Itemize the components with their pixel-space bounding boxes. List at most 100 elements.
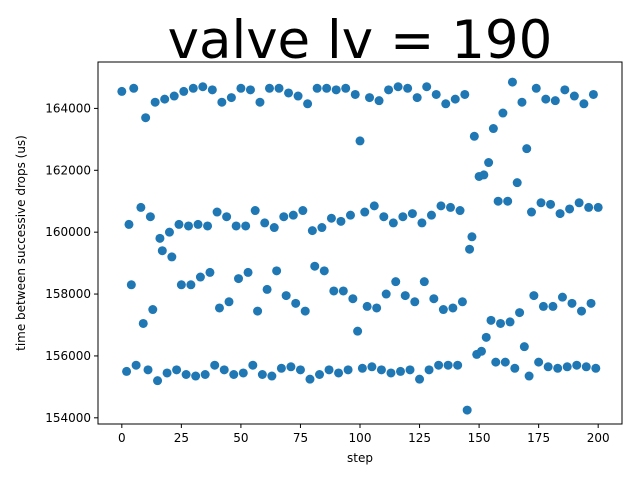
data-point: [205, 267, 215, 277]
data-point: [350, 89, 360, 99]
data-point: [286, 362, 296, 372]
data-point: [148, 305, 158, 315]
data-point: [274, 83, 284, 93]
data-point: [584, 202, 594, 212]
data-point: [345, 210, 355, 220]
data-point: [457, 297, 467, 307]
data-point: [434, 360, 444, 370]
x-axis: 0 25 50 75 100 125 150 175 200: [118, 424, 610, 445]
data-point: [405, 365, 415, 375]
data-point: [155, 233, 165, 243]
data-point: [307, 226, 317, 236]
data-point: [367, 362, 377, 372]
x-tick-label: 0: [118, 431, 126, 445]
y-tick-label: 156000: [45, 349, 91, 363]
data-point: [550, 96, 560, 106]
x-tick-label: 25: [174, 431, 189, 445]
data-point: [529, 291, 539, 301]
data-point: [269, 223, 279, 233]
data-point: [162, 368, 172, 378]
data-point: [291, 298, 301, 308]
data-point: [245, 85, 255, 95]
data-point: [305, 374, 315, 384]
data-point: [143, 365, 153, 375]
data-point: [191, 371, 201, 381]
data-point: [567, 298, 577, 308]
data-point: [336, 216, 346, 226]
data-point: [572, 360, 582, 370]
data-point: [560, 85, 570, 95]
data-point: [415, 374, 425, 384]
data-point: [503, 196, 513, 206]
data-point: [281, 291, 291, 301]
data-point: [453, 360, 463, 370]
data-point: [510, 363, 520, 373]
data-point: [124, 219, 134, 229]
data-point: [431, 89, 441, 99]
data-point: [260, 218, 270, 228]
data-point: [534, 357, 544, 367]
data-point: [462, 405, 472, 415]
data-point: [184, 221, 194, 231]
data-point: [548, 301, 558, 311]
data-point: [238, 368, 248, 378]
data-point: [322, 83, 332, 93]
data-point: [279, 212, 289, 222]
data-point: [565, 204, 575, 214]
data-point: [493, 196, 503, 206]
data-point: [319, 266, 329, 276]
data-point: [424, 365, 434, 375]
y-axis: 154000 156000 158000 160000 162000 164000: [45, 101, 98, 425]
data-point: [479, 170, 489, 180]
data-point: [138, 318, 148, 328]
data-point: [355, 136, 365, 146]
data-point: [229, 369, 239, 379]
data-point: [586, 298, 596, 308]
data-point: [219, 365, 229, 375]
data-point: [172, 365, 182, 375]
data-point: [538, 301, 548, 311]
data-point: [131, 360, 141, 370]
data-point: [403, 83, 413, 93]
data-point: [460, 89, 470, 99]
x-tick-label: 100: [349, 431, 372, 445]
data-point: [176, 280, 186, 290]
data-point: [517, 97, 527, 107]
data-point: [500, 357, 510, 367]
data-point: [443, 360, 453, 370]
data-point: [522, 144, 532, 154]
data-point: [391, 277, 401, 287]
data-point: [446, 202, 456, 212]
data-point: [512, 178, 522, 188]
data-point: [248, 360, 258, 370]
data-point: [386, 368, 396, 378]
data-point: [498, 108, 508, 118]
data-point: [507, 77, 517, 87]
data-point: [217, 97, 227, 107]
data-point: [300, 306, 310, 316]
data-point: [588, 89, 598, 99]
data-point: [388, 218, 398, 228]
data-point: [200, 369, 210, 379]
data-point: [272, 266, 282, 276]
data-point: [150, 97, 160, 107]
data-point: [481, 332, 491, 342]
data-point: [288, 210, 298, 220]
data-point: [174, 219, 184, 229]
data-point: [591, 363, 601, 373]
data-point: [338, 286, 348, 296]
data-point: [419, 277, 429, 287]
data-point: [519, 342, 529, 352]
data-point: [557, 292, 567, 302]
data-point: [536, 198, 546, 208]
data-point: [153, 376, 163, 386]
data-point: [374, 96, 384, 106]
data-point: [486, 315, 496, 325]
data-point: [198, 82, 208, 92]
data-point: [255, 97, 265, 107]
data-point: [353, 326, 363, 336]
data-point: [226, 93, 236, 103]
data-point: [331, 85, 341, 95]
data-point: [129, 83, 139, 93]
data-point: [257, 369, 267, 379]
